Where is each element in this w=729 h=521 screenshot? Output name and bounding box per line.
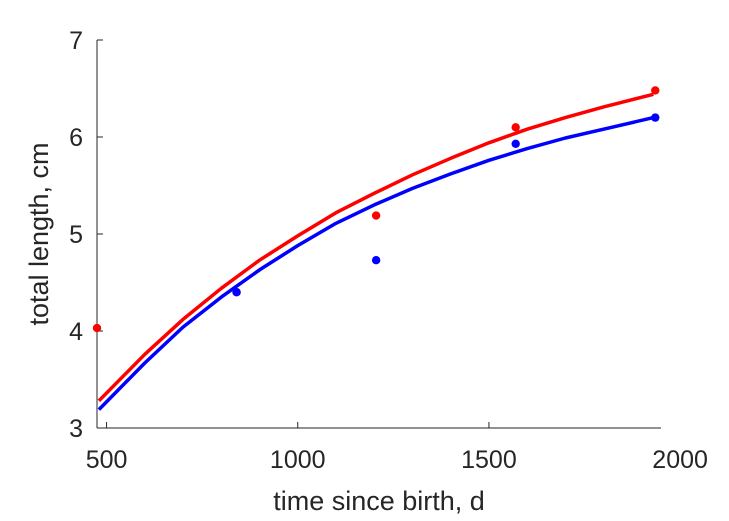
data-point-0 <box>651 86 660 95</box>
fit-line-1 <box>97 115 654 411</box>
axes <box>96 40 661 429</box>
x-tick-label: 500 <box>86 446 128 474</box>
data-point-0 <box>92 323 102 333</box>
x-tick-label: 1000 <box>270 446 326 474</box>
x-tick-label: 1500 <box>461 446 517 474</box>
y-tick-label: 3 <box>69 415 83 443</box>
data-point-0 <box>371 211 381 220</box>
data-point-1 <box>232 288 241 297</box>
fit-lines <box>97 92 654 411</box>
x-tick-label: 2000 <box>652 446 708 474</box>
data-point-1 <box>651 113 660 122</box>
fit-line-0 <box>97 92 654 403</box>
y-tick-label: 6 <box>69 124 83 152</box>
y-tick-label: 7 <box>69 27 83 55</box>
y-tick-label: 5 <box>69 221 83 249</box>
data-point-1 <box>511 139 520 148</box>
y-axis-label: total length, cm <box>24 142 54 325</box>
data-point-0 <box>511 123 520 132</box>
data-points <box>92 86 660 333</box>
x-axis-label: time since birth, d <box>273 486 485 516</box>
ticks: 3 4 5 6 7 500 1000 1500 2000 <box>69 27 708 474</box>
data-point-1 <box>371 255 381 265</box>
y-tick-label: 4 <box>69 318 83 346</box>
